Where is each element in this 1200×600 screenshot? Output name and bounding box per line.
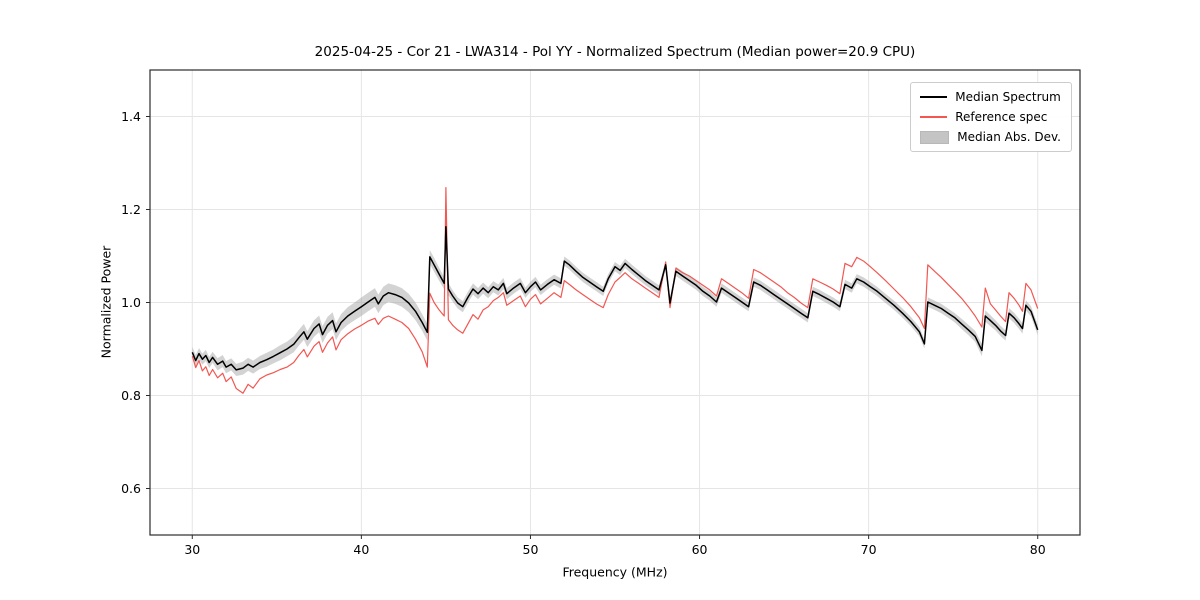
median-spectrum-line [191,225,1039,371]
x-tick-label: 80 [1030,542,1046,557]
legend: Median Spectrum Reference spec Median Ab… [910,82,1072,152]
legend-item-median: Median Spectrum [920,90,1061,104]
legend-label-median: Median Spectrum [955,90,1061,104]
y-tick-label: 1.2 [121,202,141,217]
legend-label-reference: Reference spec [955,110,1048,124]
reference-spectrum-line [191,187,1039,394]
legend-item-reference: Reference spec [920,110,1061,124]
y-tick-label: 0.6 [121,481,141,496]
legend-label-mad: Median Abs. Dev. [957,130,1061,144]
x-tick-label: 50 [523,542,539,557]
legend-item-mad: Median Abs. Dev. [920,130,1061,144]
x-tick-label: 70 [861,542,877,557]
tick-marks: 30 40 50 60 70 80 0.6 0.8 1.0 1.2 1.4 [121,109,1046,557]
y-axis-label: Normalized Power [98,245,114,359]
chart-title: 2025-04-25 - Cor 21 - LWA314 - Pol YY - … [314,44,916,60]
mad-band-swatch [920,130,950,144]
x-tick-label: 40 [353,542,369,557]
mad-band [192,220,1038,376]
reference-line-swatch [920,116,948,118]
x-axis-label: Frequency (MHz) [562,564,668,580]
x-tick-label: 30 [184,542,200,557]
y-tick-label: 0.8 [121,388,141,403]
y-tick-label: 1.0 [121,295,141,310]
x-tick-label: 60 [692,542,708,557]
y-tick-label: 1.4 [121,109,141,124]
median-line-swatch [920,96,948,98]
